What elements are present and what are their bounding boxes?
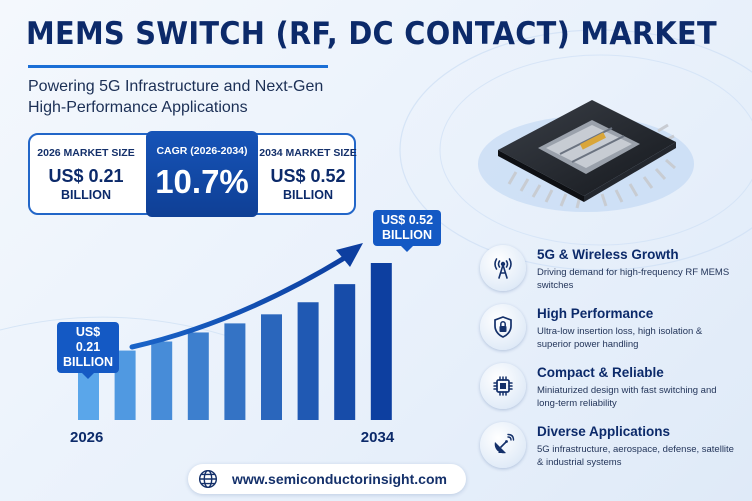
shield-lock-icon (494, 316, 512, 338)
trend-arrow-head (336, 243, 363, 267)
mems-chip-icon (478, 100, 694, 212)
feature-high-performance: High Performance Ultra-low insertion los… (480, 303, 740, 359)
stat-2026-market-size: 2026 MARKET SIZE US$ 0.21 BILLION (30, 135, 142, 213)
feature-list: 5G & Wireless Growth Driving demand for … (480, 244, 740, 480)
callout-2034-line1: US$ 0.52 (380, 213, 434, 227)
title-underline (28, 65, 328, 68)
callout-2034-line2: BILLION (382, 228, 432, 242)
chart-bar (114, 350, 136, 420)
x-tick-label: 2026 (70, 429, 104, 446)
stat-2034-value: US$ 0.52 (270, 166, 346, 186)
feature-compact-reliable: Compact & Reliable Miniaturized design w… (480, 362, 740, 418)
feature-description: Ultra-low insertion loss, high isolation… (537, 326, 703, 350)
chart-bar (224, 323, 246, 420)
callout-2034: US$ 0.52 BILLION (373, 210, 441, 252)
stat-2034-unit: BILLION (283, 188, 333, 202)
trend-arrow (129, 254, 349, 350)
callout-2026: US$ 0.21 BILLION (57, 322, 119, 379)
website-link[interactable]: www.semiconductorinsight.com (188, 464, 466, 494)
microchip-icon (493, 376, 513, 396)
chart-bar (261, 314, 282, 420)
feature-title: High Performance (537, 306, 654, 321)
growth-bar-chart (78, 243, 392, 420)
feature-description: Miniaturized design with fast switching … (537, 385, 717, 409)
stat-2026-value: US$ 0.21 (48, 166, 124, 186)
stat-2034-label: 2034 MARKET SIZE (259, 147, 357, 159)
antenna-tower-icon (494, 258, 512, 279)
feature-diverse-applications: Diverse Applications 5G infrastructure, … (480, 421, 740, 477)
growth-chart: US$ 0.21 BILLION US$ 0.52 BILLION 2026 20… (28, 205, 458, 450)
callout-2026-line2: BILLION (63, 355, 113, 369)
feature-title: Compact & Reliable (537, 365, 664, 380)
website-url[interactable]: www.semiconductorinsight.com (232, 471, 447, 487)
chart-bar (187, 332, 209, 420)
callout-2026-line1: US$ 0.21 (75, 325, 101, 354)
page-subtitle: Powering 5G Infrastructure and Next-Gen … (28, 78, 324, 116)
feature-title: 5G & Wireless Growth (537, 247, 679, 262)
mems-chip-illustration (476, 86, 696, 216)
feature-description: Driving demand for high-frequency RF MEM… (537, 267, 730, 291)
feature-description: 5G infrastructure, aerospace, defense, s… (537, 444, 734, 468)
stat-2034-market-size: 2034 MARKET SIZE US$ 0.52 BILLION (258, 135, 358, 213)
satellite-dish-icon (494, 433, 515, 454)
chart-bar (297, 302, 319, 420)
stat-cagr-label: CAGR (2026-2034) (156, 145, 248, 157)
stat-2026-unit: BILLION (61, 188, 111, 202)
stat-cagr-value: 10.7% (155, 163, 249, 200)
page-title: MEMS SWITCH (RF, DC CONTACT) MARKET (26, 16, 717, 52)
chart-bar (370, 263, 392, 420)
feature-5g-wireless: 5G & Wireless Growth Driving demand for … (480, 244, 740, 300)
stat-2026-label: 2026 MARKET SIZE (37, 147, 135, 159)
stat-cagr: CAGR (2026-2034) 10.7% (146, 131, 258, 217)
globe-icon (198, 469, 218, 489)
feature-title: Diverse Applications (537, 424, 671, 439)
chart-bar (151, 341, 173, 420)
market-stats-panel: 2026 MARKET SIZE US$ 0.21 BILLION CAGR (… (28, 131, 358, 217)
x-tick-label: 2034 (360, 429, 395, 446)
chart-bar (334, 284, 356, 420)
